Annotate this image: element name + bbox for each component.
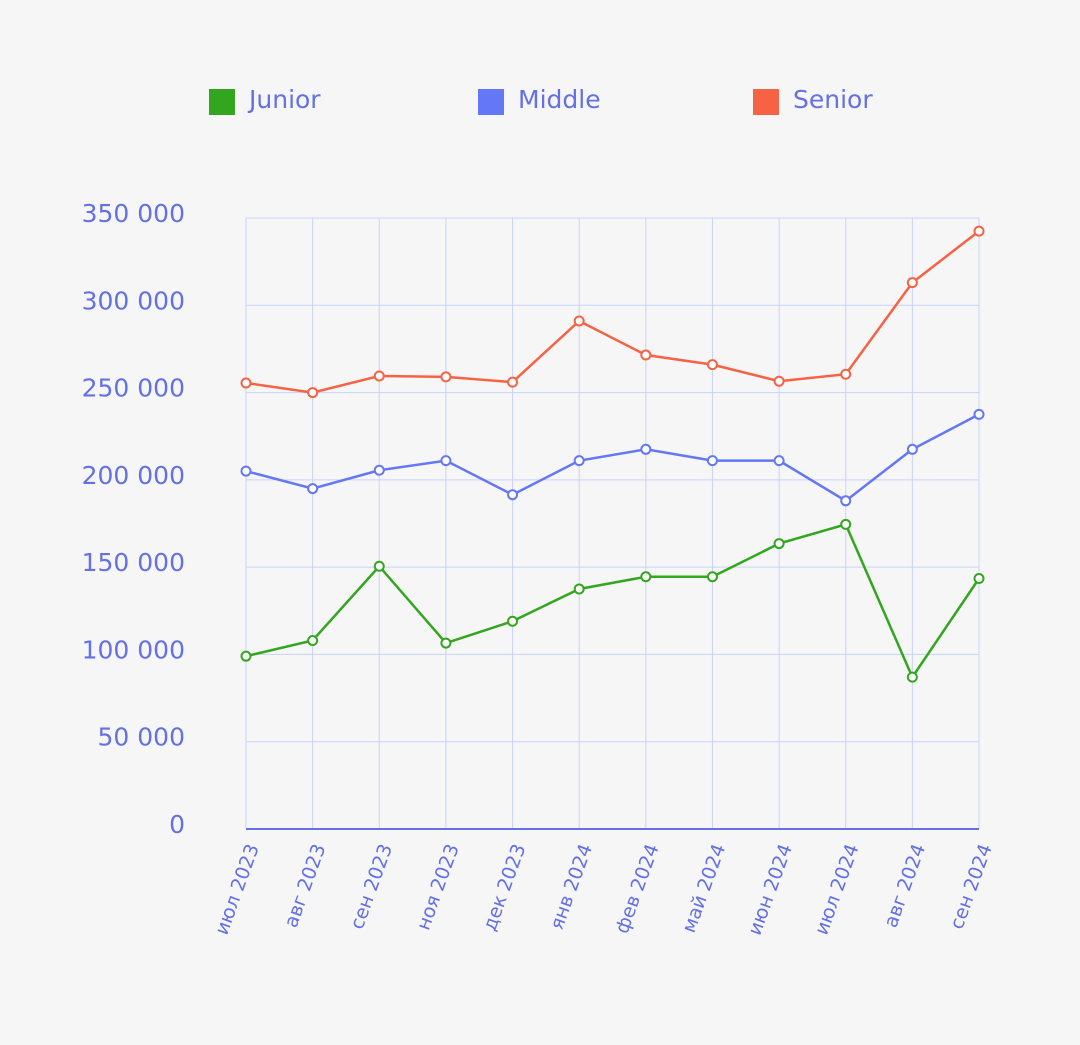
- y-tick-label: 350 000: [82, 199, 185, 228]
- x-tick-label: янв 2024: [546, 841, 597, 933]
- data-point: [640, 443, 652, 455]
- y-tick-label: 50 000: [98, 723, 185, 752]
- data-point: [773, 538, 785, 550]
- series-line: [245, 413, 980, 503]
- data-point: [240, 465, 252, 477]
- data-point: [307, 634, 319, 646]
- x-tick-label: авг 2024: [880, 841, 931, 930]
- y-tick-label: 150 000: [82, 548, 185, 577]
- data-point: [240, 650, 252, 662]
- data-point: [373, 560, 385, 572]
- x-tick-label: май 2024: [678, 841, 730, 936]
- data-point: [640, 571, 652, 583]
- legend-swatch: [478, 89, 504, 115]
- x-tick-label: июл 2023: [211, 841, 264, 938]
- data-point: [973, 408, 985, 420]
- data-point: [840, 518, 852, 530]
- data-point: [706, 571, 718, 583]
- data-point: [840, 495, 852, 507]
- data-point: [440, 371, 452, 383]
- data-point: [573, 583, 585, 595]
- data-point: [906, 671, 918, 683]
- legend-label: Junior: [247, 85, 321, 114]
- data-point: [573, 455, 585, 467]
- data-point: [906, 443, 918, 455]
- series-line: [245, 230, 980, 394]
- y-tick-label: 250 000: [82, 374, 185, 403]
- y-tick-label: 100 000: [82, 635, 185, 664]
- data-point: [440, 637, 452, 649]
- y-tick-label: 300 000: [82, 286, 185, 315]
- x-tick-label: фев 2024: [611, 841, 664, 936]
- legend-label: Middle: [518, 85, 601, 114]
- y-tick-label: 200 000: [82, 461, 185, 490]
- x-tick-label: авг 2023: [280, 841, 331, 930]
- data-point: [973, 225, 985, 237]
- legend-swatch: [753, 89, 779, 115]
- x-tick-label: июл 2024: [810, 841, 863, 938]
- data-point: [507, 615, 519, 627]
- y-tick-label: 0: [169, 810, 185, 839]
- data-point: [373, 370, 385, 382]
- x-tick-label: дек 2023: [479, 841, 531, 934]
- data-point: [906, 277, 918, 289]
- data-point: [440, 455, 452, 467]
- data-point: [706, 455, 718, 467]
- series-line: [245, 522, 981, 680]
- data-point: [307, 387, 319, 399]
- data-point: [307, 483, 319, 495]
- data-point: [507, 489, 519, 501]
- data-point: [507, 376, 519, 388]
- x-tick-label: ноя 2023: [412, 841, 463, 933]
- x-tick-label: сен 2024: [946, 841, 997, 932]
- data-point: [773, 375, 785, 387]
- data-point: [973, 572, 985, 584]
- legend-swatch: [209, 89, 235, 115]
- data-point: [373, 464, 385, 476]
- data-point: [640, 349, 652, 361]
- data-point: [706, 359, 718, 371]
- data-point: [840, 368, 852, 380]
- data-point: [773, 455, 785, 467]
- x-tick-label: июн 2024: [744, 841, 797, 938]
- data-point: [240, 377, 252, 389]
- data-point: [573, 315, 585, 327]
- legend-label: Senior: [793, 85, 873, 114]
- x-tick-label: сен 2023: [346, 841, 397, 932]
